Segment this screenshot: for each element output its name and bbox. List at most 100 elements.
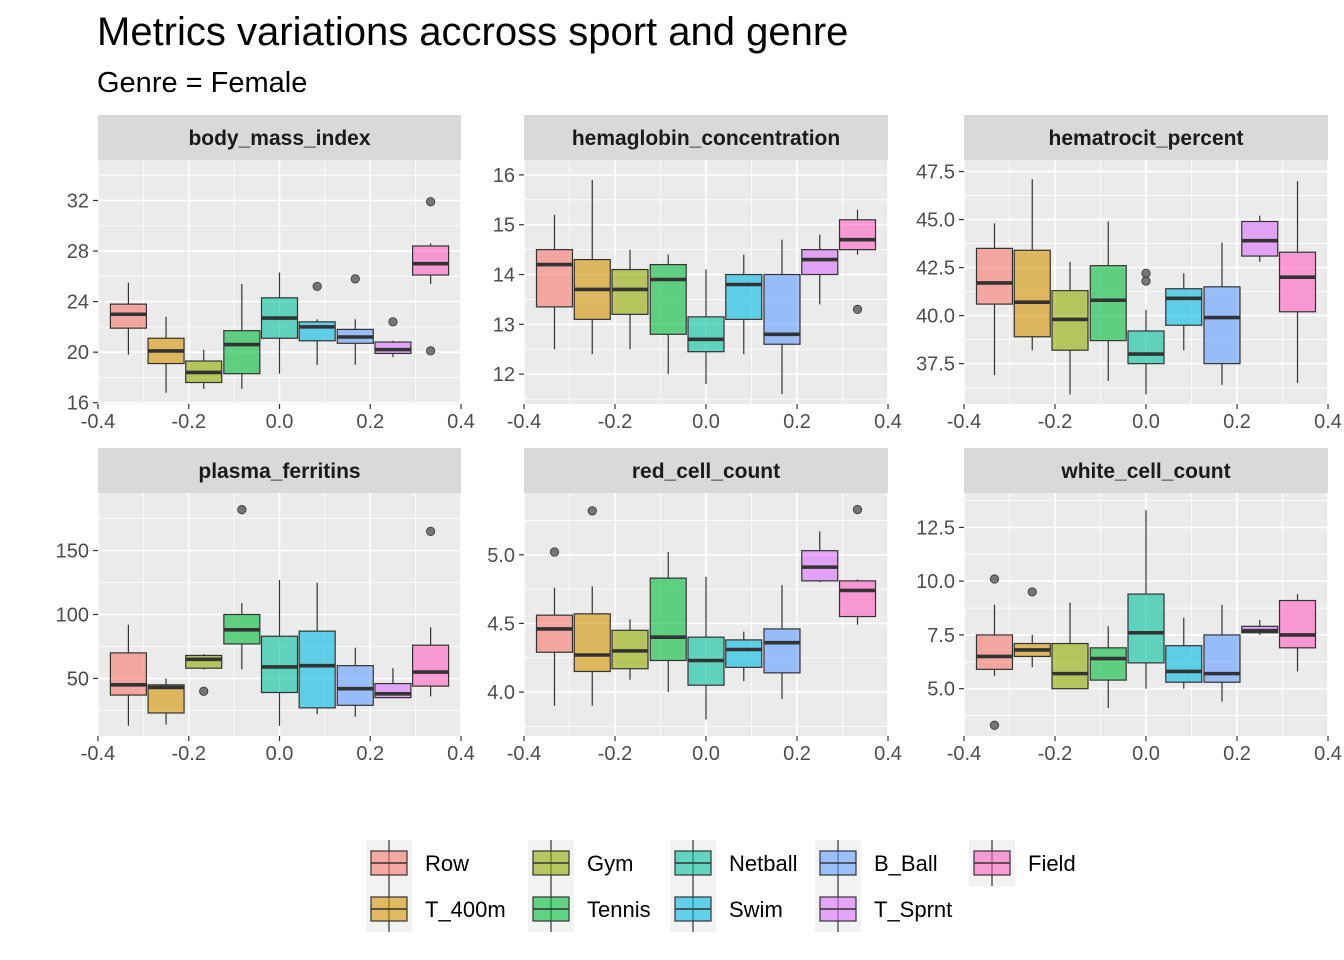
y-tick-label: 16 (493, 165, 515, 187)
box-Gym (611, 619, 649, 680)
box-T_400m (147, 316, 185, 393)
box-T_400m (573, 506, 611, 706)
y-tick-label: 32 (67, 190, 89, 212)
x-tick-label: 0.0 (1132, 743, 1160, 765)
y-tick-label: 4.0 (487, 682, 515, 704)
facet-strip (98, 448, 461, 493)
outlier-point (237, 505, 247, 515)
y-tick-label: 100 (56, 605, 89, 627)
outlier-point (425, 526, 436, 536)
box-body (573, 613, 611, 673)
y-tick-label: 12.5 (916, 517, 955, 539)
x-tick-label: 0.2 (1223, 743, 1251, 765)
box-body (109, 303, 148, 329)
x-tick-label: 0.2 (783, 743, 811, 765)
legend-item-B_Ball: B_Ball (815, 840, 938, 886)
y-tick-label: 24 (67, 292, 89, 314)
box-T_400m (1013, 587, 1051, 668)
box-Swim (1165, 617, 1203, 689)
facet-strip-label: plasma_ferritins (198, 460, 360, 483)
box-body (1089, 265, 1127, 342)
panel-hematrocit_percent: hematrocit_percent -0.4 -0.2 0.0 0.2 0.4 37.5 4… (916, 115, 1342, 433)
box-Tennis (649, 254, 687, 375)
x-tick-label: -0.2 (598, 411, 632, 433)
box-T_400m (573, 179, 611, 355)
x-tick-label: 0.4 (1314, 411, 1342, 433)
box-Row (109, 624, 148, 726)
y-tick-label: 12 (493, 364, 515, 386)
y-tick-label: 42.5 (916, 258, 955, 280)
outlier-point (1027, 587, 1037, 597)
x-tick-label: 0.4 (1314, 743, 1342, 765)
y-tick-label: 5.0 (927, 679, 955, 701)
box-Swim (725, 254, 763, 355)
box-B_Ball (1203, 604, 1241, 702)
x-tick-label: -0.2 (1038, 411, 1072, 433)
box-Tennis (223, 283, 261, 389)
box-T_Sprnt (1241, 619, 1279, 635)
box-body (298, 321, 336, 342)
box-body (838, 580, 877, 618)
y-tick-label: 28 (67, 241, 89, 263)
y-tick-label: 13 (493, 314, 515, 336)
x-tick-label: -0.4 (507, 743, 541, 765)
facet-strip-label: hematrocit_percent (1049, 127, 1244, 150)
x-tick-label: 0.2 (1223, 411, 1251, 433)
box-body (763, 628, 801, 674)
box-Row (535, 547, 574, 706)
box-B_Ball (336, 647, 374, 717)
box-body (975, 247, 1014, 305)
box-body (1013, 249, 1051, 338)
box-body (611, 268, 649, 315)
box-T_400m (1013, 179, 1051, 351)
box-body (725, 639, 763, 668)
box-body (649, 577, 687, 662)
box-body (1089, 647, 1127, 681)
x-tick-label: -0.4 (507, 411, 541, 433)
box-body (687, 316, 725, 353)
box-body (1165, 288, 1203, 326)
box-Swim (298, 281, 336, 365)
panel-body_mass_index: body_mass_index -0.4 -0.2 0.0 0.2 0.4 16 20 24 28… (67, 115, 475, 433)
box-body (1278, 599, 1317, 649)
box-body (147, 684, 185, 714)
box-body (298, 630, 336, 709)
x-tick-label: 0.4 (874, 411, 902, 433)
panel-hemaglobin_concentration: hemaglobin_concentration -0.4 -0.2 0.0 0.2 0.… (493, 115, 902, 433)
box-Field (838, 504, 877, 625)
box-B_Ball (336, 274, 374, 365)
y-tick-label: 5.0 (487, 545, 515, 567)
y-tick-label: 47.5 (916, 162, 955, 184)
facet-strip (524, 448, 888, 493)
box-body (1127, 330, 1165, 365)
box-Field (838, 209, 877, 314)
legend-label: Field (1028, 851, 1076, 876)
x-tick-label: -0.4 (947, 743, 981, 765)
box-Tennis (1089, 626, 1127, 709)
outlier-point (1141, 276, 1151, 286)
box-T_Sprnt (1241, 215, 1279, 262)
box-Gym (611, 249, 649, 350)
x-tick-label: 0.4 (447, 411, 475, 433)
x-tick-label: -0.4 (81, 743, 115, 765)
x-tick-label: 0.0 (692, 411, 720, 433)
y-tick-label: 16 (67, 393, 89, 415)
box-body (1165, 645, 1203, 683)
x-tick-label: -0.2 (172, 743, 206, 765)
box-Field (1278, 594, 1317, 672)
box-Netball (260, 272, 299, 374)
legend-item-Swim: Swim (670, 886, 783, 932)
legend-label: Row (425, 851, 469, 876)
box-Field (1278, 181, 1317, 383)
chart-title: Metrics variations accross sport and gen… (97, 10, 849, 54)
y-tick-label: 10.0 (916, 571, 955, 593)
x-tick-label: 0.0 (1132, 411, 1160, 433)
box-Netball (1127, 268, 1165, 395)
box-body (801, 249, 839, 276)
box-Row (535, 214, 574, 350)
box-Tennis (1089, 221, 1127, 381)
x-tick-label: 0.2 (356, 411, 384, 433)
outlier-point (425, 346, 436, 356)
box-body (1241, 220, 1279, 257)
